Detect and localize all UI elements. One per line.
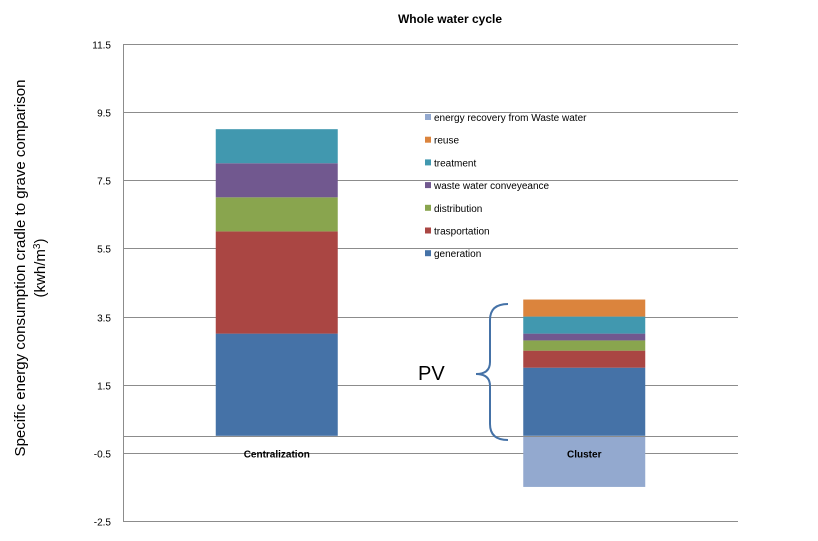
- bar-segment-waste-water-conveyeance-cluster: [523, 333, 646, 341]
- bar-segment-treatment-cluster: [523, 316, 646, 334]
- y-tick-label: 11.5: [92, 41, 111, 52]
- y-axis-label-unit-suffix: ): [32, 239, 49, 244]
- legend-label: distribution: [434, 204, 482, 215]
- legend: energy recovery from Waste water reuse tre…: [425, 113, 587, 260]
- bar-segment-distribution-cluster: [523, 340, 646, 351]
- y-axis-label-unit-sup: 3: [32, 243, 43, 249]
- legend-label: energy recovery from Waste water: [434, 113, 587, 124]
- x-category-label: Cluster: [567, 450, 602, 461]
- legend-swatch: [425, 136, 431, 143]
- bar-segment-reuse-cluster: [523, 299, 646, 317]
- pv-brace: [475, 303, 509, 441]
- bar-segment-distribution-centralization: [215, 197, 338, 232]
- bar-segment-treatment-centralization: [215, 129, 338, 164]
- legend-label: generation: [434, 249, 481, 260]
- y-tick-label: 5.5: [97, 245, 111, 256]
- legend-swatch: [425, 182, 431, 189]
- legend-swatch: [425, 114, 431, 120]
- bar-segment-trasportation-cluster: [523, 350, 646, 368]
- y-axis-label-unit-prefix: (kwh/m: [32, 249, 49, 297]
- axes: 11.5 9.5 7.5 5.5 3.5 1.5 -0.5 -2.5 Centralizatio…: [92, 41, 738, 529]
- y-axis-label-line1: Specific energy consumption cradle to gr…: [12, 80, 29, 457]
- pv-annotation: PV: [418, 303, 509, 441]
- legend-label: reuse: [434, 136, 459, 147]
- y-axis-label-line2: (kwh/m3): [32, 239, 50, 298]
- legend-label: treatment: [434, 158, 476, 169]
- legend-swatch: [425, 159, 431, 166]
- y-tick-label: 1.5: [97, 382, 111, 393]
- bar-segment-energy-recovery-from-waste-water-cluster: [523, 435, 646, 487]
- bar-segment-trasportation-centralization: [215, 231, 338, 334]
- legend-swatch: [425, 204, 431, 211]
- legend-swatch: [425, 227, 431, 234]
- y-tick-label: 9.5: [97, 109, 111, 120]
- x-category-label: Centralization: [244, 450, 310, 461]
- bars: [215, 129, 646, 487]
- pv-label: PV: [418, 363, 445, 385]
- legend-label: trasportation: [434, 227, 490, 238]
- bar-segment-waste-water-conveyeance-centralization: [215, 163, 338, 198]
- y-tick-label: -0.5: [94, 450, 112, 461]
- bar-segment-generation-cluster: [523, 367, 646, 436]
- y-tick-label: 7.5: [97, 177, 111, 188]
- legend-swatch: [425, 250, 431, 257]
- y-axis-label: Specific energy consumption cradle to gr…: [12, 80, 49, 457]
- y-tick-label: 3.5: [97, 314, 111, 325]
- legend-label: waste water conveyeance: [433, 181, 550, 192]
- chart-title: Whole water cycle: [398, 12, 502, 26]
- bar-segment-generation-centralization: [215, 333, 338, 436]
- y-tick-label: -2.5: [94, 518, 112, 529]
